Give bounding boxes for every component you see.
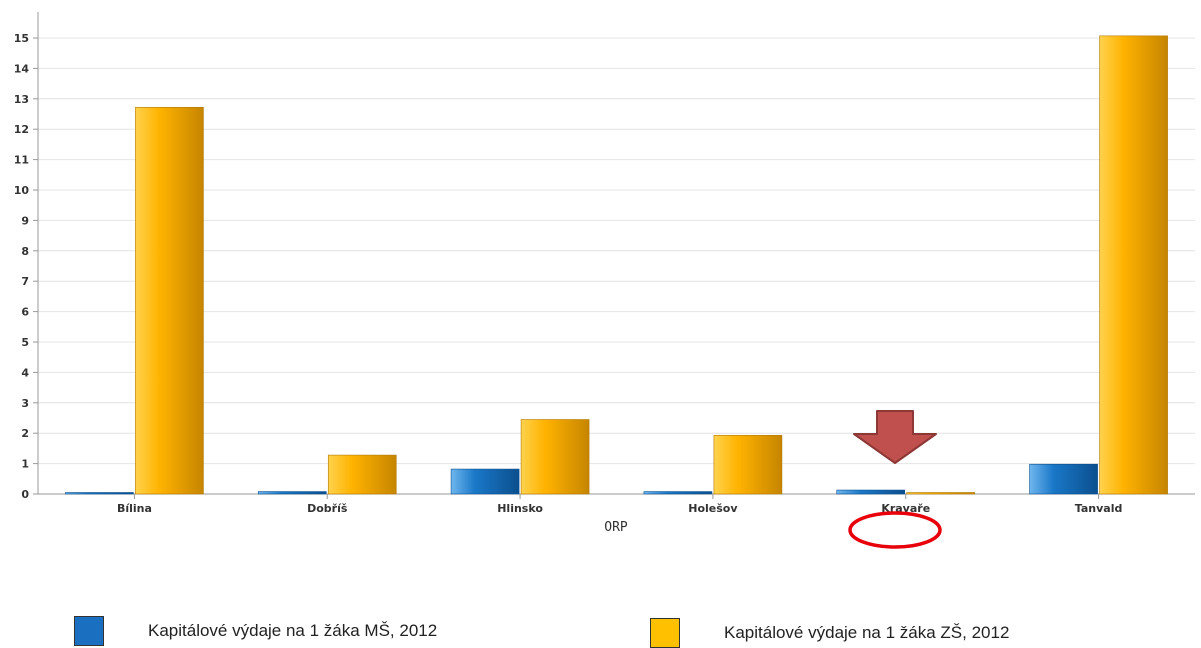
y-tick-label: 7 xyxy=(21,275,29,288)
legend-item-ms: Kapitálové výdaje na 1 žáka MŠ, 2012 xyxy=(74,616,437,646)
bar-zs-6 xyxy=(1099,35,1168,495)
y-tick-label: 3 xyxy=(21,397,29,410)
y-tick-label: 5 xyxy=(21,336,29,349)
bar-zs-2 xyxy=(327,454,397,495)
bar-ms-1 xyxy=(65,492,134,495)
x-tick-label: Holešov xyxy=(688,502,738,515)
bar-zs-4 xyxy=(713,435,783,495)
legend-label-ms: Kapitálové výdaje na 1 žáka MŠ, 2012 xyxy=(148,621,438,640)
x-axis-ticks: Bílina Dobříš Hlinsko Holešov Kravaře Tanvald xyxy=(117,494,1122,515)
bars xyxy=(65,35,1168,495)
x-tick-label: Dobříš xyxy=(307,502,348,515)
legend-item-zs: Kapitálové výdaje na 1 žáka ZŠ, 2012 xyxy=(650,618,1009,648)
legend-swatch-zs xyxy=(650,618,680,648)
annotation-arrow xyxy=(853,410,937,464)
bar-zs-1 xyxy=(135,107,204,495)
y-tick-label: 2 xyxy=(21,427,29,440)
bar-ms-6 xyxy=(1029,463,1098,495)
y-tick-label: 8 xyxy=(21,245,29,258)
y-tick-label: 12 xyxy=(14,123,29,136)
bar-ms-3 xyxy=(450,468,520,495)
y-tick-label: 14 xyxy=(14,62,30,75)
bar-zs-5 xyxy=(906,492,976,495)
gridlines xyxy=(38,37,1195,465)
legend-label-zs: Kapitálové výdaje na 1 žáka ZŠ, 2012 xyxy=(724,623,1010,642)
y-tick-label: 15 xyxy=(14,32,29,45)
y-tick-label: 10 xyxy=(14,184,30,197)
y-tick-label: 6 xyxy=(21,306,29,319)
bar-ms-2 xyxy=(257,491,327,495)
y-tick-label: 13 xyxy=(14,93,29,106)
x-tick-label: Hlinsko xyxy=(497,502,543,515)
legend-swatch-ms xyxy=(74,616,104,646)
annotation-ellipse xyxy=(848,511,942,549)
bar-ms-4 xyxy=(643,491,713,495)
y-tick-label: 11 xyxy=(14,154,29,167)
y-tick-label: 4 xyxy=(21,366,29,379)
x-tick-label: Bílina xyxy=(117,502,152,515)
y-tick-label: 0 xyxy=(21,488,29,501)
bar-zs-3 xyxy=(520,419,590,495)
x-axis-title: ORP xyxy=(604,520,628,535)
bar-ms-5 xyxy=(836,489,906,495)
y-tick-label: 1 xyxy=(21,458,29,471)
x-tick-label: Tanvald xyxy=(1075,502,1123,515)
y-tick-label: 9 xyxy=(21,214,29,227)
